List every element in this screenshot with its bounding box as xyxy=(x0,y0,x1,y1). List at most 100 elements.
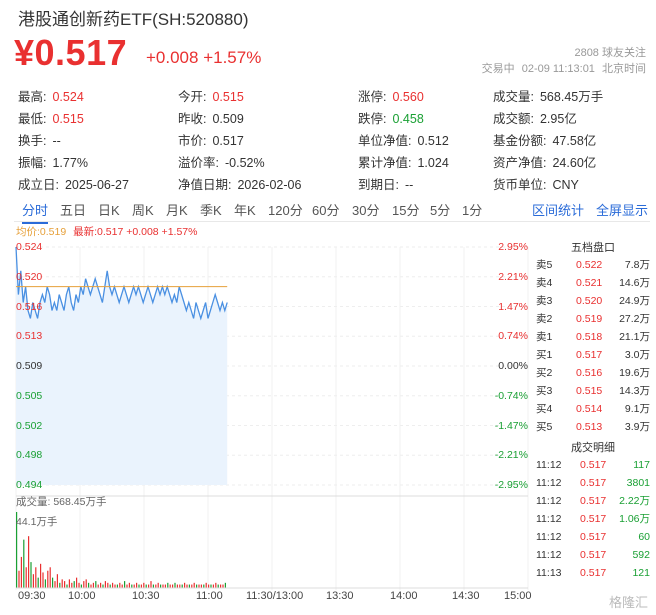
volume-bar xyxy=(44,579,46,588)
y-axis-left-label: 0.513 xyxy=(16,330,43,343)
orderbook-volume: 27.2万 xyxy=(619,313,650,325)
volume-bar xyxy=(16,512,18,588)
y-axis-left-label: 0.509 xyxy=(16,360,43,372)
quote-value: 0.560 xyxy=(392,90,424,104)
quote-value: -0.52% xyxy=(224,156,265,170)
quote-value: -- xyxy=(404,178,414,192)
volume-bar xyxy=(184,582,186,588)
volume-bar xyxy=(56,574,58,588)
price-area xyxy=(16,247,228,485)
tab-7[interactable]: 120分 xyxy=(268,203,303,218)
volume-bar xyxy=(196,584,198,588)
tab-6[interactable]: 年K xyxy=(234,203,256,218)
volume-bar xyxy=(32,574,34,588)
tab-2[interactable]: 日K xyxy=(98,203,120,218)
y-axis-right-label: 0.00% xyxy=(498,360,528,372)
quote-label: 单位净值: xyxy=(358,134,412,148)
trade-time: 11:12 xyxy=(536,459,562,471)
trade-volume: 1.06万 xyxy=(619,513,650,525)
volume-bar xyxy=(40,563,42,588)
volume-bar xyxy=(18,570,20,588)
avg-price-legend: 均价:0.519 xyxy=(16,226,67,238)
quote-value: 2.95亿 xyxy=(539,112,577,126)
orderbook-volume: 7.8万 xyxy=(624,259,650,271)
quote-cell: 昨收: 0.509 xyxy=(178,108,244,127)
quote-cell: 最低: 0.515 xyxy=(18,108,84,127)
volume-bar xyxy=(140,584,142,588)
y-axis-right-label: -1.47% xyxy=(494,419,528,432)
tab-1[interactable]: 五日 xyxy=(60,203,87,218)
quote-cell: 基金份额: 47.58亿 xyxy=(493,130,596,149)
volume-bar xyxy=(222,584,224,588)
volume-bar xyxy=(131,584,133,588)
volume-bar xyxy=(203,584,205,588)
volume-bar xyxy=(181,584,183,588)
tab-10[interactable]: 15分 xyxy=(392,203,420,218)
volume-bar xyxy=(174,582,176,588)
volume-bar xyxy=(162,584,164,588)
tab-5[interactable]: 季K xyxy=(200,203,222,218)
quote-cell: 到期日: -- xyxy=(358,174,413,193)
quote-value: 1.77% xyxy=(52,156,88,170)
orderbook-level: 买4 xyxy=(536,403,553,415)
watermark-logo: 格隆汇 xyxy=(608,595,648,610)
tab-8[interactable]: 60分 xyxy=(312,203,340,218)
quote-cell: 最高: 0.524 xyxy=(18,86,84,105)
quote-label: 累计净值: xyxy=(358,156,412,170)
quote-value: 0.524 xyxy=(52,90,84,104)
tab-11[interactable]: 5分 xyxy=(430,203,451,218)
orderbook-price: 0.522 xyxy=(576,259,603,271)
quote-label: 净值日期: xyxy=(178,178,232,192)
volume-bar xyxy=(107,582,109,588)
range-stats-button[interactable]: 区间统计 xyxy=(532,203,585,218)
quote-value: 0.517 xyxy=(212,134,244,148)
intraday-chart[interactable] xyxy=(0,236,530,615)
orderbook-level: 卖5 xyxy=(536,259,553,271)
tab-12[interactable]: 1分 xyxy=(462,203,483,218)
tab-9[interactable]: 30分 xyxy=(352,203,380,218)
quote-cell: 涨停: 0.560 xyxy=(358,86,424,105)
quote-label: 市价: xyxy=(178,134,207,148)
side-panel: 五档盘口 卖5 0.522 7.8万 卖4 0.521 14.6万 卖3 0.520 24.9万… xyxy=(532,240,654,582)
volume-bar xyxy=(64,581,66,588)
tab-0[interactable]: 分时 xyxy=(22,200,49,224)
quote-cell: 今开: 0.515 xyxy=(178,86,244,105)
volume-bar xyxy=(220,584,222,588)
volume-bar xyxy=(179,584,181,588)
volume-bar xyxy=(78,582,80,588)
x-axis-label: 13:30 xyxy=(326,590,354,602)
volume-bar xyxy=(80,584,82,588)
volume-bar xyxy=(164,584,166,588)
trade-row: 11:12 0.517 60 xyxy=(532,528,654,546)
follow-info[interactable]: 2808 球友关注 xyxy=(574,44,646,60)
trade-row: 11:12 0.517 3801 xyxy=(532,474,654,492)
orderbook-row: 买4 0.514 9.1万 xyxy=(532,400,654,418)
x-axis-label: 14:30 xyxy=(452,590,480,602)
volume-bar xyxy=(73,581,75,588)
quote-label: 成立日: xyxy=(18,178,59,192)
volume-bar xyxy=(92,582,94,588)
volume-bar xyxy=(152,584,154,588)
orderbook-level: 卖4 xyxy=(536,277,553,289)
y-axis-right-label: 0.74% xyxy=(498,330,528,343)
orderbook-price: 0.515 xyxy=(576,385,603,397)
quote-value: 0.509 xyxy=(212,112,244,126)
y-axis-right-label: 1.47% xyxy=(498,300,528,313)
quote-label: 最低: xyxy=(18,112,47,126)
tab-4[interactable]: 月K xyxy=(166,203,188,218)
volume-bar xyxy=(35,567,37,588)
last-price-legend: 最新:0.517 +0.008 +1.57% xyxy=(73,226,198,238)
x-axis-label: 11:30/13:00 xyxy=(246,590,304,602)
quote-value: 1.024 xyxy=(417,156,449,170)
tab-3[interactable]: 周K xyxy=(132,203,154,218)
y-axis-right-label: 2.95% xyxy=(498,241,528,253)
y-axis-right-label: -0.74% xyxy=(494,389,528,402)
volume-bar xyxy=(28,536,30,588)
quote-label: 货币单位: xyxy=(493,178,547,192)
y-axis-left-label: 0.505 xyxy=(16,389,43,402)
y-axis-left-label: 0.502 xyxy=(16,419,43,432)
quote-value: 568.45万手 xyxy=(539,90,604,104)
quote-value: 47.58亿 xyxy=(552,134,597,148)
quote-cell: 市价: 0.517 xyxy=(178,130,244,149)
fullscreen-button[interactable]: 全屏显示 xyxy=(596,203,649,218)
